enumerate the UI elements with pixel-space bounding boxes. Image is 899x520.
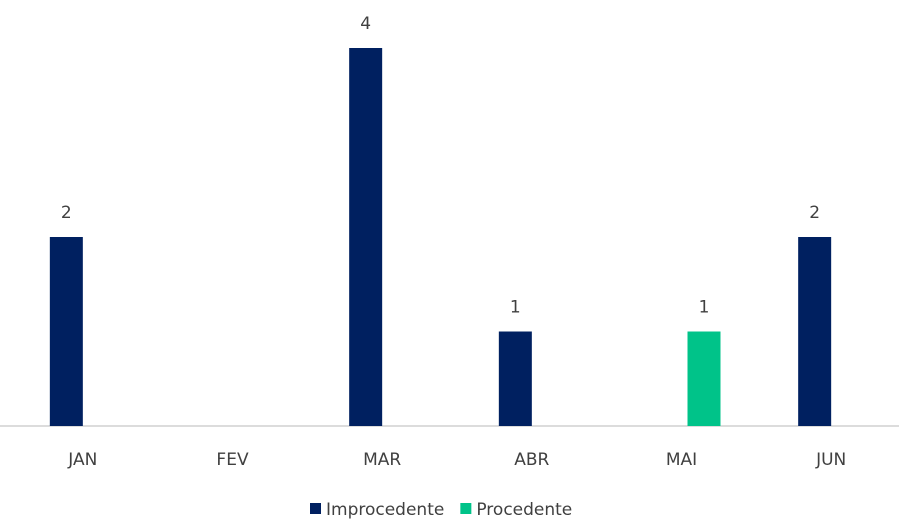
x-tick-label: MAI	[666, 450, 697, 470]
x-tick-label: FEV	[216, 450, 249, 470]
bar	[798, 237, 832, 426]
x-tick-label: JAN	[67, 450, 97, 470]
legend-swatch	[310, 503, 321, 514]
data-label: 1	[699, 298, 710, 318]
data-label: 2	[61, 203, 72, 223]
bar	[349, 48, 383, 426]
x-tick-label: ABR	[514, 450, 549, 470]
x-tick-label: JUN	[815, 450, 846, 470]
data-label: 2	[809, 203, 820, 223]
data-label: 1	[510, 298, 521, 318]
legend-swatch	[460, 503, 472, 514]
data-label: 4	[360, 14, 371, 34]
bar	[49, 237, 83, 426]
legend-label: Improcedente	[326, 500, 444, 520]
bar	[687, 331, 721, 426]
legend-label: Procedente	[476, 500, 572, 520]
bar	[498, 331, 532, 426]
x-tick-label: MAR	[363, 450, 401, 470]
